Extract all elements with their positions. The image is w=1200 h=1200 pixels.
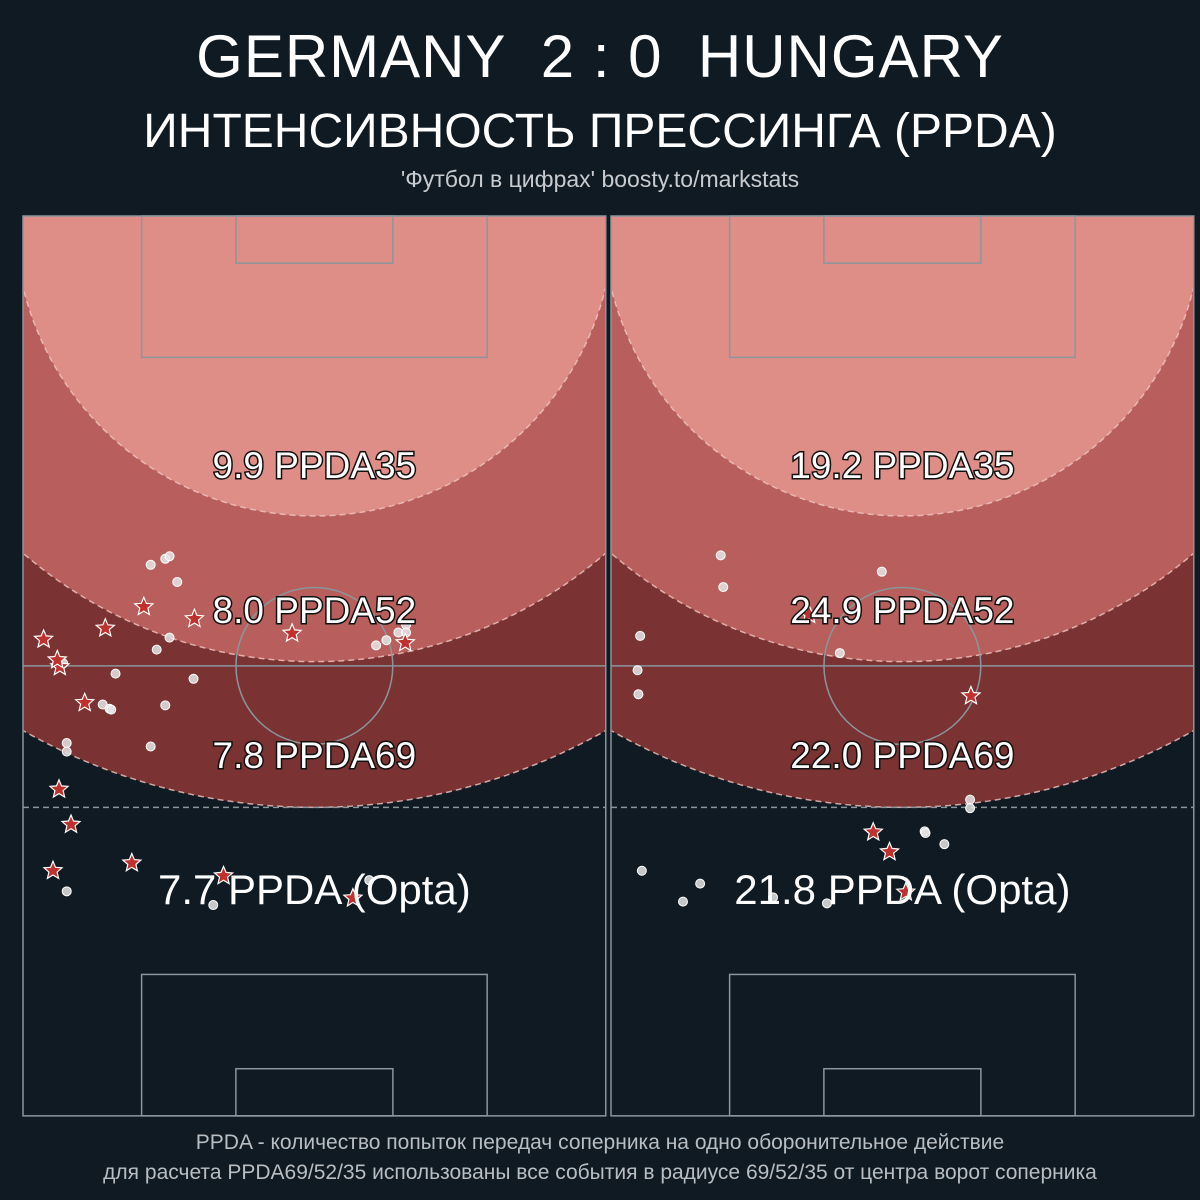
opta-ppda-label: 7.7 PPDA (Opta): [158, 866, 471, 913]
pitch-hungary: 19.2 PPDA35 24.9 PPDA52 22.0 PPDA69 21.8 PP…: [610, 215, 1195, 1117]
defensive-action-star: [281, 622, 303, 643]
pitch-germany: 9.9 PPDA35 8.0 PPDA52 7.8 PPDA69 7.7 PPDA (…: [22, 215, 607, 1117]
opponent-pass-point: [110, 668, 121, 679]
opponent-pass-point: [172, 576, 183, 587]
opponent-pass-point: [715, 550, 726, 561]
away-team-name: HUNGARY: [697, 23, 1004, 90]
defensive-action-star: [121, 851, 143, 872]
opponent-pass-point: [695, 878, 706, 889]
opponent-pass-point: [633, 689, 644, 700]
opponent-pass-point: [164, 632, 175, 643]
penalty-area-bottom: [728, 973, 1076, 1117]
opponent-pass-point: [965, 803, 976, 814]
ppda-zone-35: [611, 216, 1194, 517]
ppda-zones: [23, 216, 606, 808]
defensive-action-star: [60, 813, 82, 834]
pitch-lines: [22, 215, 607, 1117]
footer-note-1: PPDA - количество попыток передач соперн…: [195, 1131, 1005, 1154]
zone-label-ppda52: 24.9 PPDA52: [790, 590, 1014, 631]
opponent-pass-point: [145, 741, 156, 752]
opponent-pass-point: [371, 640, 382, 651]
opponent-pass-point: [364, 875, 375, 886]
credit-line: 'Футбол в цифрах' boosty.to/markstats: [400, 166, 800, 192]
opponent-pass-point: [834, 648, 845, 659]
opponent-pass-point: [920, 828, 931, 839]
opponent-pass-point: [208, 900, 219, 911]
center-circle: [823, 586, 982, 746]
ppda-zones: [611, 216, 1194, 808]
opponent-pass-point: [151, 644, 162, 655]
chart-subtitle: ИНТЕНСИВНОСТЬ ПРЕССИНГА (PPDA): [143, 105, 1057, 158]
opponent-pass-point: [635, 630, 646, 641]
opponent-pass-point: [160, 700, 171, 711]
home-team-name: GERMANY: [196, 23, 506, 90]
defensive-action-star: [895, 881, 917, 902]
opponent-pass-point: [767, 892, 778, 903]
defensive-action-star: [394, 631, 416, 652]
defensive-action-star: [42, 859, 64, 880]
opponent-pass-point: [106, 704, 117, 715]
opponent-pass-point: [876, 566, 887, 577]
defensive-action-star: [48, 778, 70, 799]
opponent-pass-point: [145, 559, 156, 570]
defensive-action-star: [213, 864, 235, 885]
opta-ppda-label: 21.8 PPDA (Opta): [734, 866, 1070, 913]
penalty-area-bottom: [140, 973, 488, 1117]
goal-area-bottom: [823, 1067, 982, 1117]
defensive-action-star: [183, 607, 205, 628]
opponent-pass-point: [61, 738, 72, 749]
match-score: 2 : 0: [540, 23, 663, 90]
defensive-action-star: [74, 691, 96, 712]
defensive-action-star: [33, 628, 55, 649]
defensive-action-star: [960, 684, 982, 705]
defensive-action-star: [94, 617, 116, 638]
opponent-pass-point: [718, 582, 729, 593]
zone-label-ppda69: 7.8 PPDA69: [213, 735, 417, 776]
zone-label-ppda35: 19.2 PPDA35: [790, 445, 1014, 486]
opponent-pass-point: [677, 896, 688, 907]
center-circle: [235, 586, 394, 746]
goal-area-bottom: [235, 1067, 394, 1117]
opponent-pass-point: [632, 665, 643, 676]
opponent-pass-point: [939, 839, 950, 850]
opponent-pass-point: [821, 898, 832, 909]
defensive-action-star: [342, 887, 364, 908]
opponent-pass-point: [61, 886, 72, 897]
goal-area-top: [235, 215, 394, 264]
opponent-pass-point: [61, 746, 72, 757]
opponent-pass-point: [381, 635, 392, 646]
defensive-action-star: [46, 648, 68, 669]
zone-label-ppda52: 8.0 PPDA52: [213, 590, 417, 631]
opponent-pass-point: [965, 794, 976, 805]
match-title: GERMANY 2 : 0 HUNGARY: [0, 22, 1200, 91]
opponent-pass-point: [636, 865, 647, 876]
defensive-action-star: [862, 821, 884, 842]
defensive-action-star: [798, 603, 820, 624]
footer-note-2: для расчета PPDA69/52/35 использованы вс…: [103, 1161, 1097, 1184]
pitch-lines: [610, 215, 1195, 1117]
defensive-action-star: [133, 595, 155, 616]
ppda-zone-35: [23, 216, 606, 517]
defensive-action-star: [879, 840, 901, 861]
zone-label-ppda35: 9.9 PPDA35: [213, 445, 417, 486]
zone-label-ppda69: 22.0 PPDA69: [790, 735, 1014, 776]
opponent-pass-point: [164, 551, 175, 562]
opponent-pass-point: [188, 673, 199, 684]
goal-area-top: [823, 215, 982, 264]
